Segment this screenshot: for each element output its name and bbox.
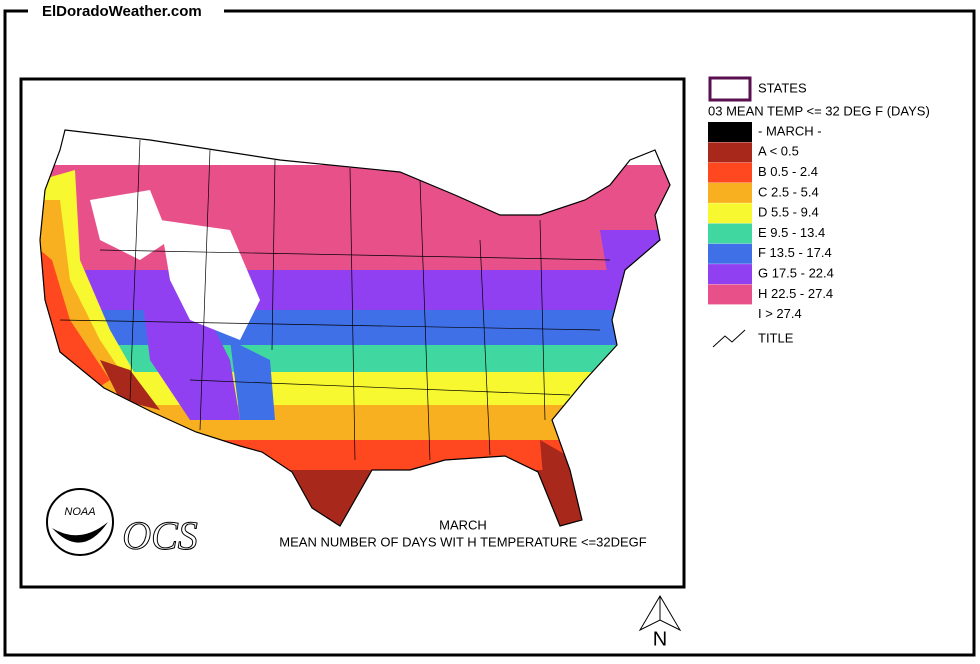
map-region (160, 220, 260, 340)
caption-text: MEAN NUMBER OF DAYS WIT H TEMPERATURE <=… (279, 534, 646, 549)
legend-label: F 13.5 - 17.4 (758, 245, 832, 260)
legend-label: - MARCH - (758, 123, 822, 138)
legend-swatch (708, 182, 752, 203)
legend-swatch (708, 122, 752, 142)
noaa-bird (52, 522, 108, 543)
legend-swatch (708, 243, 752, 264)
legend-swatch (708, 162, 752, 183)
caption-title: MARCH (439, 517, 487, 532)
states-label: STATES (758, 80, 807, 95)
title-marker-label: TITLE (758, 330, 794, 345)
legend-label: C 2.5 - 5.4 (758, 184, 819, 199)
map-region (90, 190, 170, 260)
legend-swatch (708, 223, 752, 244)
site-title: ElDoradoWeather.com (42, 3, 202, 20)
map-region (40, 250, 110, 400)
us-outline (39, 129, 671, 527)
ocs-logo: OCS (122, 513, 198, 558)
outer-frame (3, 9, 976, 657)
legend-label: A < 0.5 (758, 144, 799, 159)
legend-label: H 22.5 - 27.4 (758, 286, 833, 301)
legend: STATES 03 MEAN TEMP <= 32 DEG F (DAYS) -… (708, 76, 930, 321)
legend-label: G 17.5 - 22.4 (758, 266, 834, 281)
noaa-logo (46, 488, 114, 556)
legend-label: D 5.5 - 9.4 (758, 205, 819, 220)
title-marker-icon (712, 329, 746, 348)
map-region (600, 230, 665, 290)
legend-swatch (708, 264, 752, 285)
title-backdrop (28, 3, 224, 21)
map-region (230, 340, 275, 420)
legend-swatch (708, 203, 752, 224)
states-swatch (708, 76, 752, 102)
legend-subtitle: 03 MEAN TEMP <= 32 DEG F (DAYS) (708, 103, 930, 118)
compass-north: N (653, 628, 667, 650)
map-band (40, 345, 670, 372)
legend-label: E 9.5 - 13.4 (758, 225, 825, 240)
legend-swatch (708, 284, 752, 305)
legend-label: I > 27.4 (758, 306, 802, 321)
legend-swatch (708, 142, 752, 163)
legend-label: B 0.5 - 2.4 (758, 164, 818, 179)
noaa-text: NOAA (64, 506, 95, 518)
map-region (140, 280, 240, 420)
map-region (100, 360, 160, 410)
state-lines (59, 139, 611, 461)
